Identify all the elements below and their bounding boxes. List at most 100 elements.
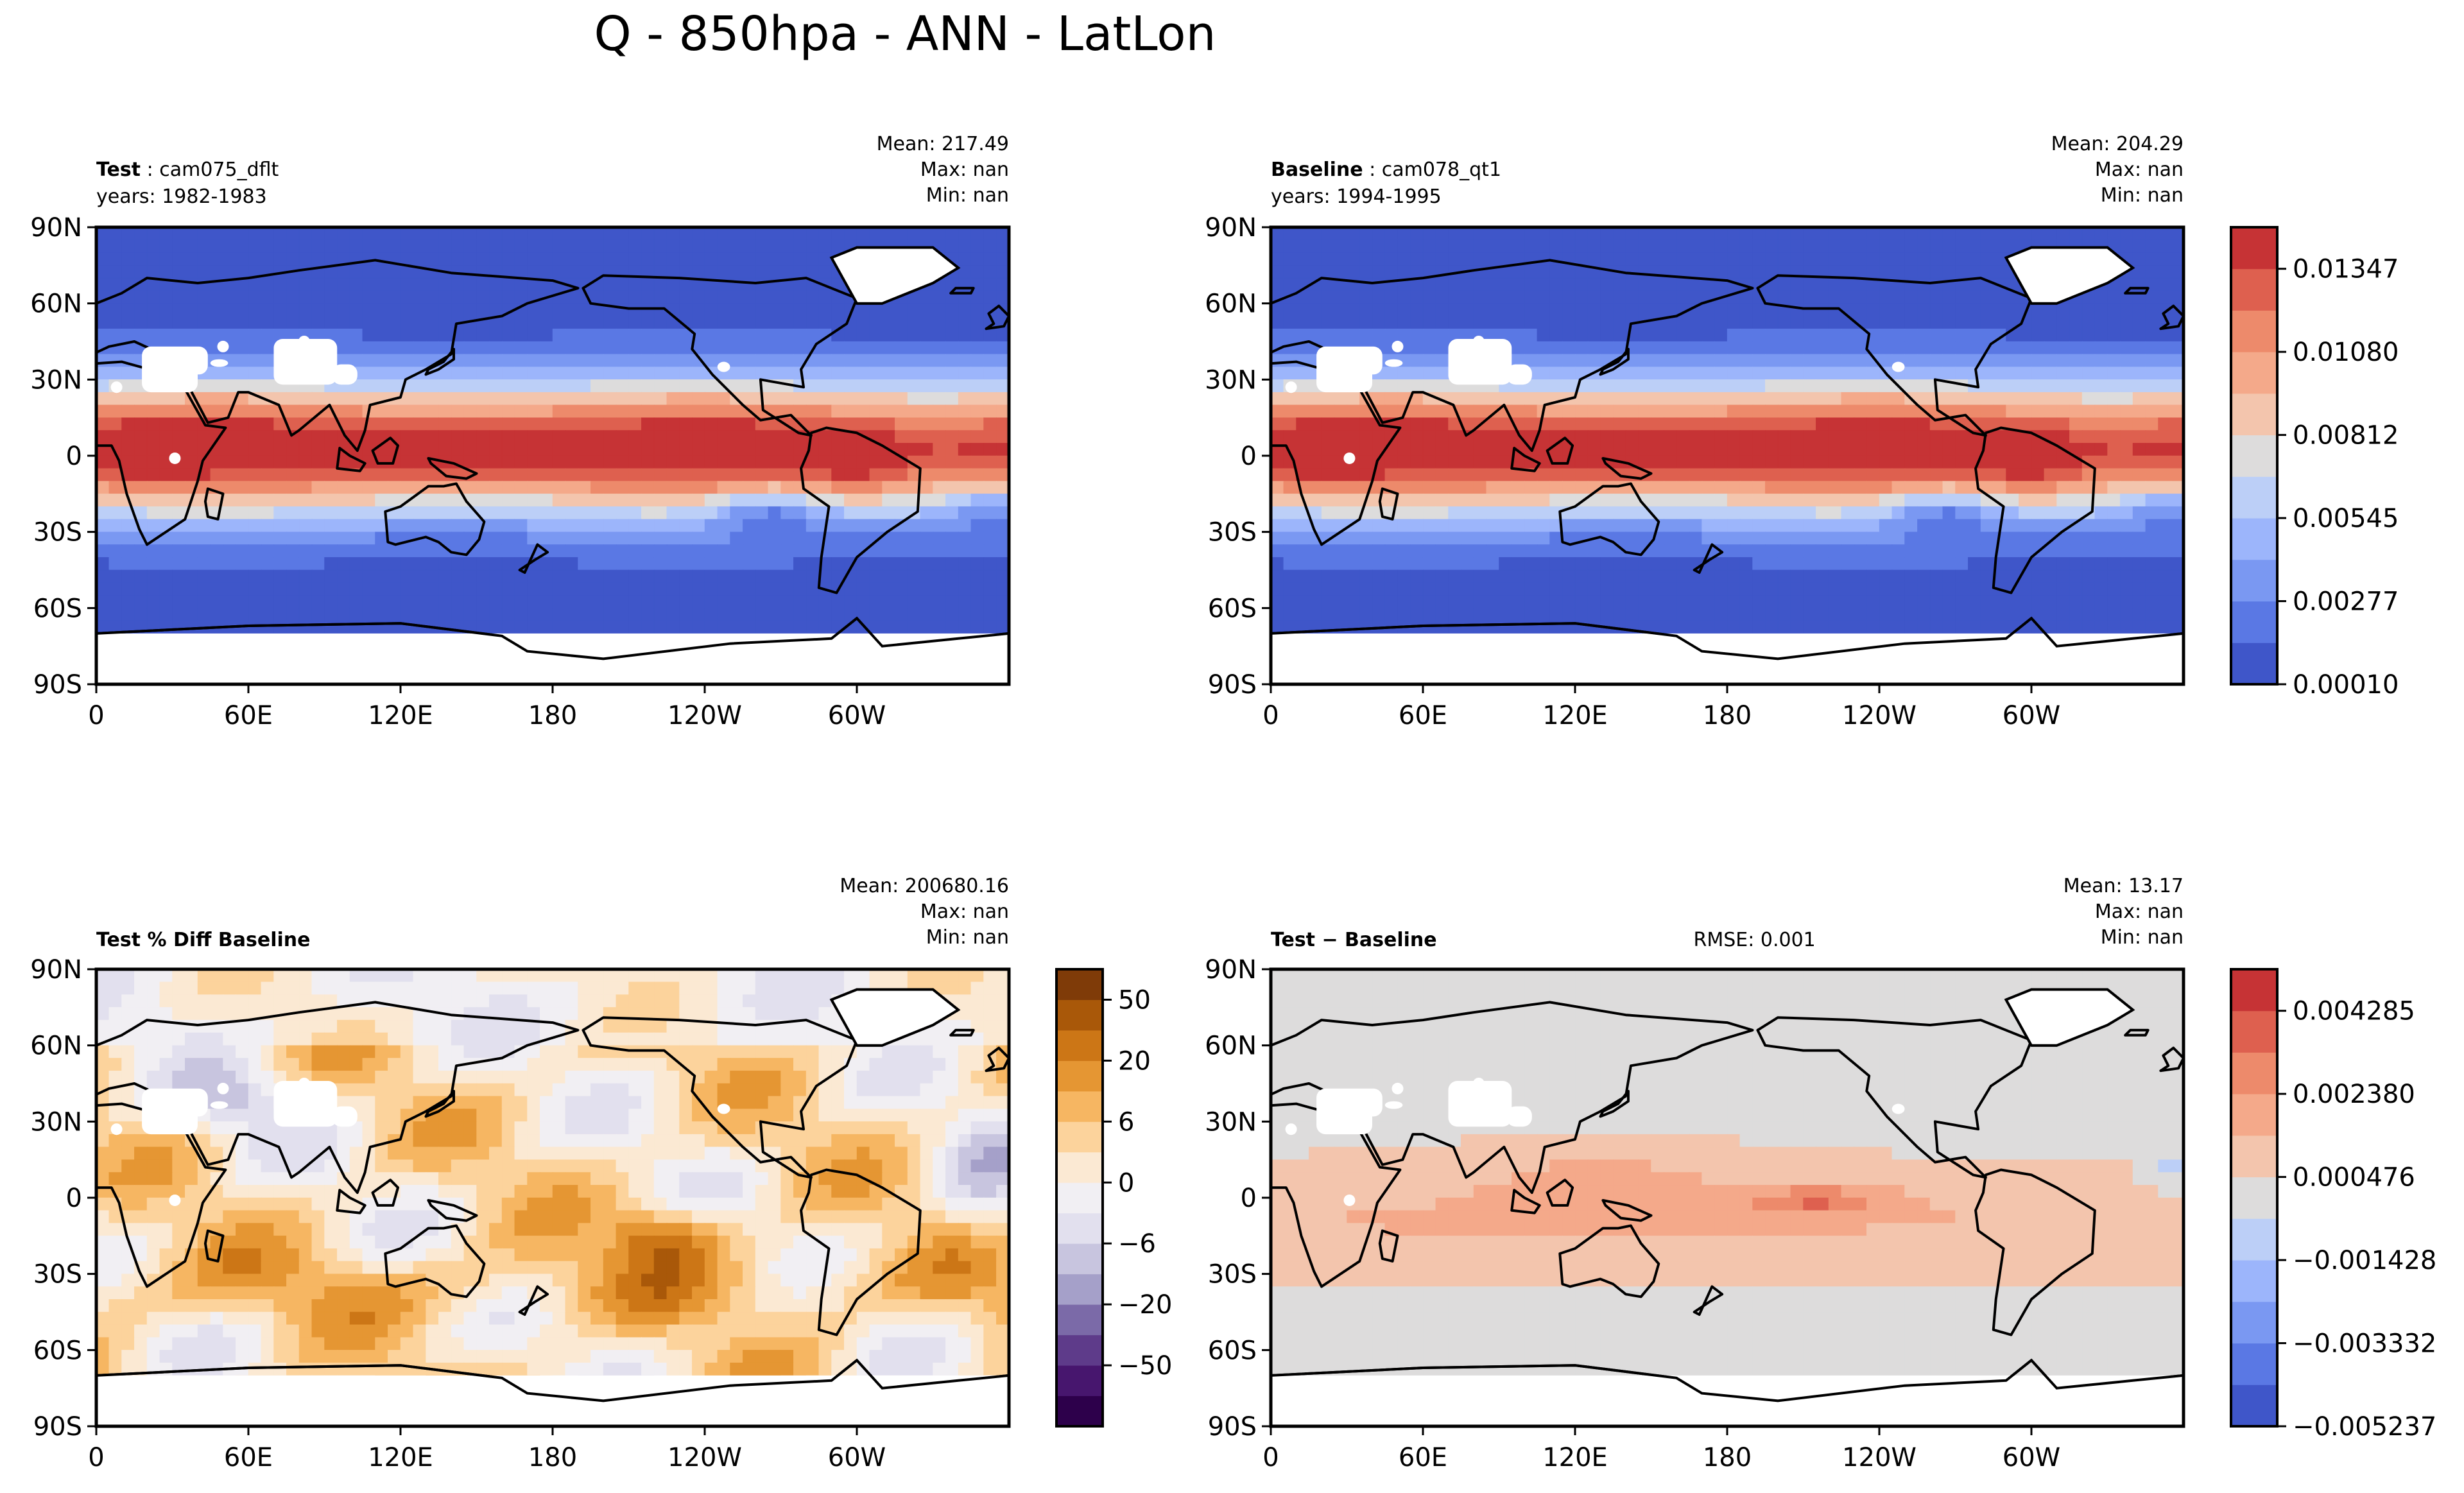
y-tick-label: 30S xyxy=(33,518,82,548)
x-tick-label: 120W xyxy=(668,701,742,730)
panel-title: Baseline : cam078_qt1 xyxy=(1271,159,1501,181)
coastline-percent-diff xyxy=(96,988,1009,1426)
x-tick-label: 60W xyxy=(2003,1443,2060,1472)
y-tick-label: 60N xyxy=(30,1031,82,1061)
y-tick-label: 90S xyxy=(33,670,82,700)
colorbar-swatch xyxy=(2231,352,2277,394)
greenland xyxy=(2004,246,2135,305)
x-tick-label: 120W xyxy=(668,1443,742,1472)
colorbar-tick-label: 0.01347 xyxy=(2293,255,2399,284)
x-tick-label: 0 xyxy=(88,701,104,730)
stat-max: Max: nan xyxy=(2095,159,2184,181)
stat-mean: Mean: 200680.16 xyxy=(840,875,1009,897)
panels: 0 60E 120E 180 120W 60W 90N 60N 30N 0 30S 60S 90S Tes… xyxy=(30,133,2436,1472)
colorbar-swatch xyxy=(2231,435,2277,477)
panel-title: Test % Diff Baseline xyxy=(96,929,311,951)
y-tick-label: 90N xyxy=(1205,955,1257,985)
colorbar-tick-label: 0.004285 xyxy=(2293,997,2415,1026)
stat-max: Max: nan xyxy=(920,159,1009,181)
colorbar-swatch xyxy=(2231,1135,2277,1178)
colorbar-swatch xyxy=(2231,1343,2277,1385)
stat-min: Min: nan xyxy=(2101,184,2184,207)
colorbar-swatch xyxy=(1056,1273,1103,1305)
panel-title-bold: Test xyxy=(96,159,141,181)
colorbar-swatch xyxy=(1056,1121,1103,1153)
high-terrain-mask xyxy=(1316,346,1383,375)
colorbar-swatch xyxy=(2231,1260,2277,1302)
colorbar-swatch xyxy=(2231,1010,2277,1053)
colorbar-swatch xyxy=(1056,1030,1103,1061)
panel-title-bold: Test − Baseline xyxy=(1271,929,1437,951)
x-tick-label: 180 xyxy=(1703,1443,1752,1472)
antarctica-mask xyxy=(96,633,1009,684)
x-tick-label: 60W xyxy=(2003,701,2060,730)
map-baseline-field xyxy=(1271,227,2184,684)
greenland xyxy=(2004,988,2135,1047)
high-terrain-mask xyxy=(142,346,208,375)
colorbar-swatch xyxy=(1056,969,1103,1000)
x-tick-label: 0 xyxy=(1262,701,1279,730)
colorbar-swatch xyxy=(2231,393,2277,436)
high-terrain-mask xyxy=(1506,364,1532,385)
colorbar-swatch xyxy=(2231,310,2277,352)
x-tick-label: 60E xyxy=(1399,1443,1447,1472)
colorbar-tick-label: 0.002380 xyxy=(2293,1080,2415,1109)
x-tick-label: 0 xyxy=(88,1443,104,1472)
colorbar-tick-label: 0.00277 xyxy=(2293,587,2399,617)
colorbar-swatch xyxy=(2231,1177,2277,1219)
colorbar-swatch xyxy=(1056,1182,1103,1214)
stat-min: Min: nan xyxy=(2101,926,2184,949)
colorbar-swatch xyxy=(2231,601,2277,643)
x-tick-label: 60W xyxy=(828,701,886,730)
y-tick-label: 90N xyxy=(1205,213,1257,243)
antarctica-mask xyxy=(1271,1375,2184,1426)
high-terrain-mask xyxy=(210,1101,228,1109)
y-tick-label: 60S xyxy=(1208,1336,1257,1365)
colorbar-tick-label: 0.00010 xyxy=(2293,670,2399,700)
y-tick-label: 30N xyxy=(1205,1107,1257,1137)
y-tick-label: 0 xyxy=(1241,1184,1257,1213)
y-tick-label: 60N xyxy=(30,289,82,319)
y-tick-label: 90S xyxy=(1208,670,1257,700)
colorbar-swatch xyxy=(1056,1395,1103,1427)
stat-max: Max: nan xyxy=(2095,901,2184,923)
coastline-baseline xyxy=(1271,246,2184,684)
y-tick-label: 90N xyxy=(30,955,82,985)
colorbar-swatch xyxy=(2231,476,2277,519)
high-terrain-mask xyxy=(332,1106,358,1127)
panel-years: years: 1994-1995 xyxy=(1271,186,1442,208)
colorbar-tick-label: 50 xyxy=(1118,985,1151,1015)
colorbar-tick-label: −20 xyxy=(1118,1290,1172,1320)
colorbar-baseline: 0.01347 0.01080 0.00812 0.00545 0.00277 0.000… xyxy=(2230,226,2399,700)
colorbar-tick-label: 0.01080 xyxy=(2293,338,2399,367)
colorbar-frame xyxy=(2230,226,2279,686)
colorbar-swatch xyxy=(2231,969,2277,1012)
colorbar-swatch xyxy=(2231,559,2277,602)
x-tick-label: 180 xyxy=(528,1443,577,1472)
colorbar-swatch xyxy=(1056,1091,1103,1122)
y-tick-label: 30S xyxy=(33,1260,82,1290)
greenland xyxy=(829,246,961,305)
colorbar-tick-label: −50 xyxy=(1118,1351,1172,1381)
y-tick-label: 60S xyxy=(33,1336,82,1365)
colorbar-frame xyxy=(2230,968,2279,1428)
panel-title-case: : cam075_dflt xyxy=(141,159,279,181)
y-tick-label: 60N xyxy=(1205,289,1257,319)
colorbar-swatch xyxy=(2231,1385,2277,1427)
colorbar-tick-label: 6 xyxy=(1118,1107,1134,1137)
coastline-difference xyxy=(1271,988,2184,1426)
greenland xyxy=(829,988,961,1047)
antarctica-mask xyxy=(96,1375,1009,1426)
colorbar-swatch xyxy=(2231,268,2277,311)
colorbar-tick-label: −0.005237 xyxy=(2293,1412,2436,1442)
x-tick-label: 120E xyxy=(368,701,433,730)
y-tick-label: 90S xyxy=(33,1412,82,1442)
colorbar-swatch xyxy=(2231,1218,2277,1261)
colorbar-tick-label: 0.000476 xyxy=(2293,1163,2415,1193)
colorbar-swatch xyxy=(2231,518,2277,560)
colorbar-tick-label: 0 xyxy=(1118,1168,1134,1198)
panel-title-bold: Test % Diff Baseline xyxy=(96,929,311,951)
high-terrain-mask xyxy=(1891,361,1905,372)
high-terrain-mask xyxy=(1448,1081,1512,1127)
colorbar-frame xyxy=(1055,968,1104,1428)
